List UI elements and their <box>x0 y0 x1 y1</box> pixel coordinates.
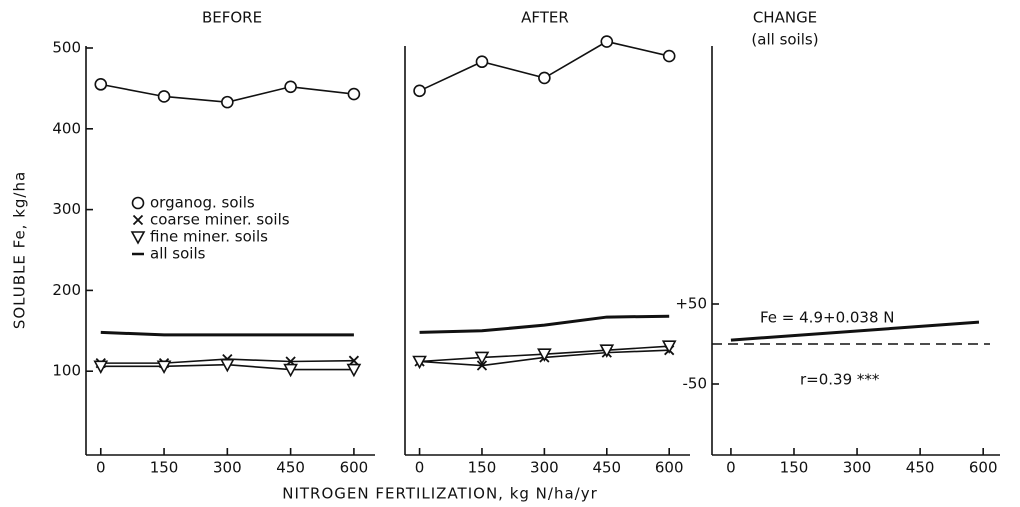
marker-x <box>348 355 360 366</box>
marker-triangle <box>346 363 362 378</box>
x-tick-label: 600 <box>655 459 684 477</box>
marker-circle <box>94 78 108 91</box>
y-axis-label: SOLUBLE Fe, kg/ha <box>11 171 29 329</box>
annotation: r=0.39 *** <box>800 371 880 389</box>
x-tick-label: 150 <box>780 459 809 477</box>
marker-circle <box>662 49 676 63</box>
marker-triangle <box>537 348 552 362</box>
panel-title: BEFORE <box>202 9 262 27</box>
x-tick-label: 450 <box>592 459 621 477</box>
marker-triangle <box>599 344 615 358</box>
panel-title: AFTER <box>521 9 569 27</box>
legend-item: fine miner. soils <box>130 228 268 246</box>
x-tick-label: 0 <box>415 459 425 477</box>
x-tick-label: 150 <box>468 459 497 477</box>
legend-item: organog. soils <box>131 194 255 212</box>
x-tick-label: 300 <box>530 459 559 477</box>
marker-x-stroke <box>348 355 360 366</box>
y-tick-label: 200 <box>52 281 81 299</box>
marker-triangle <box>156 360 172 375</box>
legend-item: coarse miner. soils <box>132 211 290 229</box>
marker-x-stroke <box>132 214 144 226</box>
panel-title: CHANGE <box>753 9 817 27</box>
marker-triangle <box>412 355 427 370</box>
marker-triangle <box>93 360 109 375</box>
annotation: Fe = 4.9+0.038 N <box>760 309 895 327</box>
y-tick-label: 100 <box>52 362 81 380</box>
legend-label: coarse miner. soils <box>150 211 290 229</box>
marker-triangle <box>474 351 490 366</box>
series-line <box>419 314 670 334</box>
y-tick-label: -50 <box>683 375 708 393</box>
x-tick-label: 450 <box>906 459 935 477</box>
x-tick-label: 0 <box>96 459 106 477</box>
legend-label: all soils <box>150 245 206 263</box>
x-tick-label: 600 <box>969 459 998 477</box>
marker-triangle <box>283 363 298 378</box>
marker-x <box>132 214 144 226</box>
marker-x-stroke <box>476 360 488 371</box>
series-line <box>730 320 980 342</box>
marker-circle <box>157 90 171 103</box>
y-tick-label: 300 <box>52 200 81 218</box>
marker-circle <box>475 55 489 69</box>
marker-x <box>476 360 488 371</box>
x-tick-label: 0 <box>726 459 736 477</box>
marker-circle <box>600 35 614 48</box>
legend-label: fine miner. soils <box>150 228 268 246</box>
marker-triangle <box>130 231 146 245</box>
marker-circle <box>131 196 145 210</box>
legend-item: all soils <box>132 245 206 263</box>
y-tick-label: +50 <box>675 295 707 313</box>
x-tick-label: 450 <box>276 459 305 477</box>
x-tick-label: 300 <box>843 459 872 477</box>
x-tick-label: 600 <box>340 459 369 477</box>
panel-subtitle: (all soils) <box>751 31 818 49</box>
y-tick-label: 400 <box>52 119 81 137</box>
marker-triangle <box>661 340 677 354</box>
y-tick-label: 500 <box>52 39 81 57</box>
legend-label: organog. soils <box>150 194 255 212</box>
marker-circle <box>221 95 234 109</box>
marker-circle <box>347 87 361 101</box>
marker-circle <box>538 71 551 85</box>
x-axis-label: NITROGEN FERTILIZATION, kg N/ha/yr <box>282 485 598 503</box>
marker-circle <box>284 80 297 94</box>
x-tick-label: 150 <box>150 459 179 477</box>
series-line <box>100 330 354 337</box>
x-tick-label: 300 <box>213 459 242 477</box>
marker-triangle <box>219 358 235 373</box>
marker-circle <box>413 84 426 98</box>
